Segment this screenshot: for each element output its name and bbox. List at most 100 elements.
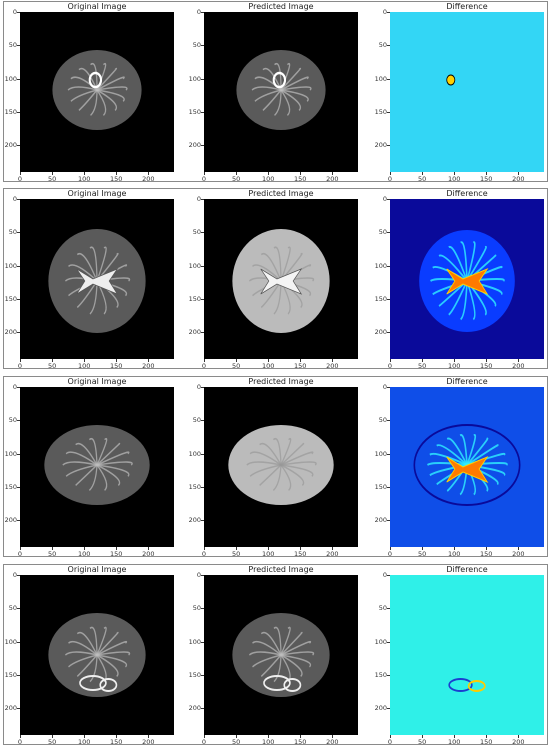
x-tick-label: 100 (77, 362, 91, 370)
y-tick-label: 150 (374, 295, 387, 303)
y-tick-mark (17, 675, 20, 676)
y-tick-label: 0 (382, 383, 387, 391)
difference-panel: Difference 0 50 100 150 200 0 50 100 150 200 (375, 2, 550, 183)
y-tick-mark (201, 78, 204, 80)
x-tick-mark (486, 359, 488, 362)
original-panel: Original Image 0 50 100 150 200 0 50 100 150 200 (5, 189, 195, 370)
x-tick-label: 50 (231, 550, 241, 558)
y-tick-label: 100 (4, 637, 17, 646)
y-tick-label: 200 (4, 516, 17, 525)
predicted-image (204, 199, 358, 359)
original-panel: Original Image 0 50 100 150 200 0 50 100 150 200 (5, 377, 195, 558)
panel-title: Difference (446, 377, 488, 386)
x-tick-mark (52, 359, 54, 362)
x-tick-label: 200 (326, 738, 339, 746)
y-tick-mark (201, 299, 204, 300)
y-tick-label: 100 (374, 637, 387, 646)
x-tick-label: 200 (326, 175, 339, 183)
figure-row-frame (3, 564, 548, 745)
x-tick-mark (332, 547, 334, 550)
y-tick-mark (201, 265, 204, 267)
y-tick-mark (17, 487, 20, 488)
y-tick-mark (201, 420, 204, 422)
y-tick-label: 150 (188, 108, 201, 116)
y-tick-label: 150 (188, 295, 201, 303)
x-tick-mark (148, 172, 150, 175)
x-tick-label: 0 (387, 362, 393, 370)
x-tick-label: 0 (17, 362, 23, 370)
y-tick-mark (387, 199, 390, 200)
y-tick-mark (387, 708, 390, 710)
y-tick-label: 200 (188, 328, 201, 337)
difference-panel: Difference 0 50 100 150 200 0 50 100 150 200 (375, 189, 550, 370)
y-tick-mark (17, 112, 20, 113)
y-tick-mark (201, 45, 204, 47)
y-tick-label: 100 (4, 261, 17, 270)
x-tick-label: 150 (480, 362, 493, 370)
x-tick-mark (332, 735, 334, 738)
y-tick-mark (201, 575, 204, 576)
x-tick-mark (454, 359, 456, 362)
y-tick-label: 0 (12, 8, 17, 16)
x-tick-mark (300, 359, 302, 362)
panel-title: Predicted Image (248, 189, 314, 198)
panel-title: Original Image (67, 565, 127, 574)
x-tick-mark (20, 547, 21, 550)
x-tick-label: 150 (480, 550, 493, 558)
y-tick-mark (17, 232, 20, 234)
x-tick-mark (332, 172, 334, 175)
x-tick-mark (422, 172, 424, 175)
y-tick-label: 0 (196, 571, 201, 579)
x-tick-label: 50 (231, 738, 241, 746)
x-tick-mark (390, 359, 391, 362)
x-tick-label: 50 (47, 738, 57, 746)
x-tick-label: 0 (387, 550, 393, 558)
y-tick-mark (387, 145, 390, 147)
x-tick-mark (390, 547, 391, 550)
x-tick-label: 0 (17, 738, 23, 746)
x-tick-mark (454, 735, 456, 738)
x-tick-mark (52, 547, 54, 550)
y-tick-label: 50 (192, 604, 201, 613)
predicted-panel: Predicted Image 0 50 100 150 200 0 50 100 150 200 (189, 377, 379, 558)
y-tick-label: 150 (188, 671, 201, 679)
x-tick-mark (116, 359, 118, 362)
x-tick-label: 100 (77, 738, 91, 746)
x-tick-mark (84, 359, 86, 362)
x-tick-mark (84, 547, 86, 550)
x-tick-label: 50 (231, 175, 241, 183)
y-tick-mark (387, 608, 390, 610)
figure-row-frame (3, 1, 548, 182)
x-tick-mark (236, 547, 238, 550)
y-tick-mark (201, 608, 204, 610)
x-tick-label: 150 (480, 738, 493, 746)
y-tick-mark (17, 387, 20, 388)
y-tick-label: 150 (4, 671, 17, 679)
x-tick-label: 100 (77, 175, 91, 183)
x-tick-mark (268, 172, 270, 175)
difference-image (390, 199, 544, 359)
x-tick-mark (204, 547, 205, 550)
y-tick-mark (201, 641, 204, 643)
x-tick-label: 150 (480, 175, 493, 183)
difference-image (390, 575, 544, 735)
x-tick-mark (390, 735, 391, 738)
y-tick-label: 100 (374, 261, 387, 270)
x-tick-mark (332, 359, 334, 362)
x-tick-label: 50 (417, 362, 427, 370)
y-tick-mark (387, 12, 390, 13)
x-tick-mark (518, 359, 520, 362)
y-tick-mark (387, 265, 390, 267)
panel-title: Original Image (67, 189, 127, 198)
x-tick-mark (486, 547, 488, 550)
y-tick-mark (17, 265, 20, 267)
y-tick-mark (201, 453, 204, 455)
x-tick-label: 100 (261, 175, 275, 183)
y-tick-mark (387, 78, 390, 80)
x-tick-label: 0 (387, 738, 393, 746)
x-tick-label: 200 (326, 362, 339, 370)
x-tick-label: 50 (47, 362, 57, 370)
y-tick-label: 200 (4, 328, 17, 337)
x-tick-mark (300, 547, 302, 550)
y-tick-mark (201, 332, 204, 334)
